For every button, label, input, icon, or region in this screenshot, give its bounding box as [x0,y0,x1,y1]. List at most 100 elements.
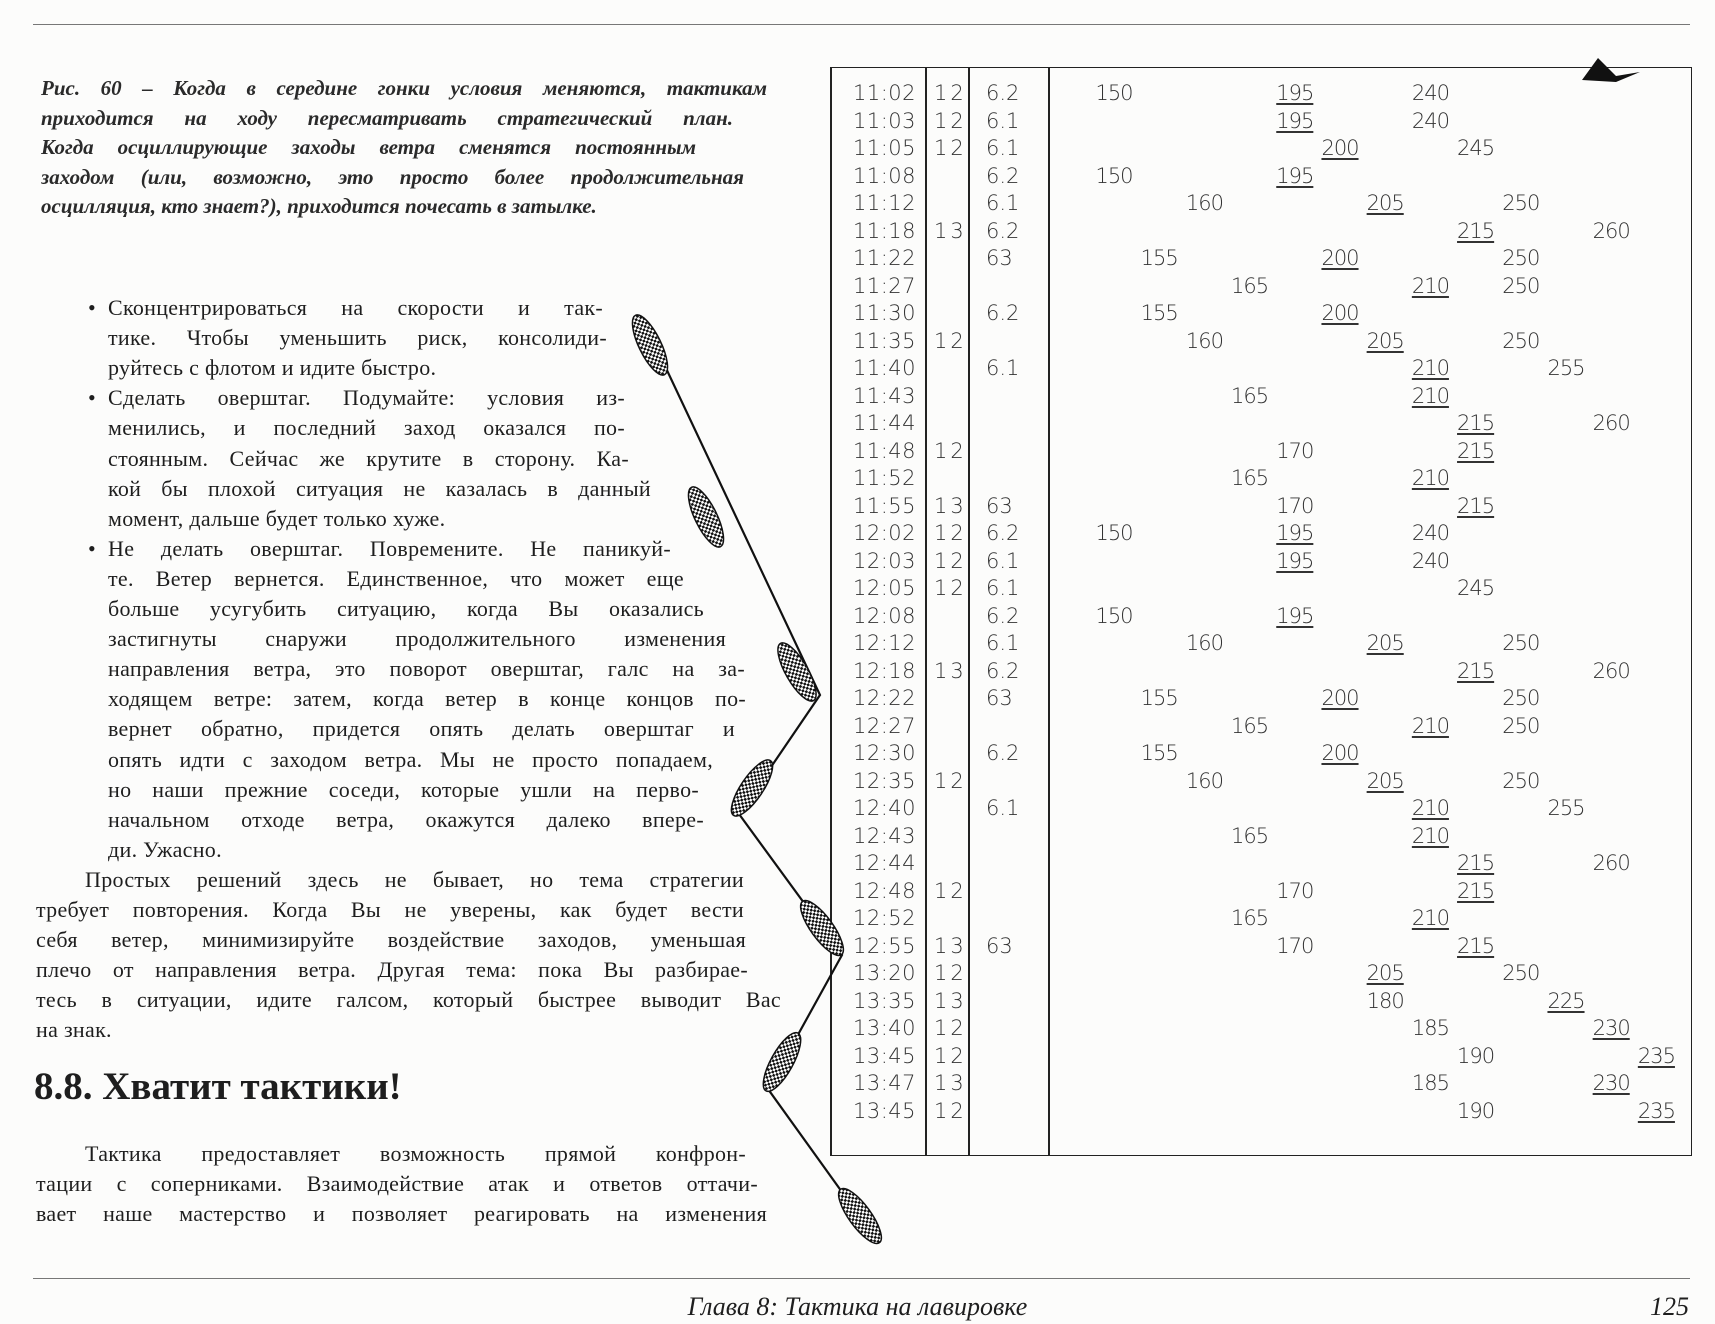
heading-log-table [830,67,1692,1156]
bullet-text-line: руйтесь с флотом и идите быстро. [108,355,437,381]
boat-icon [687,486,725,548]
time-cell: 13:45 [852,1043,916,1068]
body-text-line: на знак. [36,1017,112,1043]
wind-arrow-icon [1582,58,1640,82]
heading-value: 155 [1140,246,1179,270]
wind-cell: 12 [934,108,967,133]
bullet-icon: • [88,295,96,320]
table-divider [968,67,970,1156]
time-cell: 11:35 [852,328,916,353]
time-cell: 13:47 [852,1071,916,1095]
wind-cell: 12 [934,81,967,105]
heading-value: 225 [1547,988,1585,1013]
heading-value: 200 [1321,686,1359,710]
heading-value: 260 [1592,411,1631,435]
time-cell: 12:27 [852,713,916,738]
heading-value: 205 [1366,191,1405,215]
wind-cell: 12 [934,878,967,903]
time-cell: 11:08 [852,163,916,188]
speed-cell: 6.1 [986,356,1020,380]
time-cell: 11:52 [852,466,916,490]
bullet-text-line: Сделать оверштаг. Подумайте: условия из- [108,385,625,411]
heading-value: 215 [1457,493,1495,518]
heading-value: 215 [1457,411,1495,435]
bullet-text-line: стоянным. Сейчас же крутите в сторону. К… [108,445,629,471]
time-cell: 11:55 [852,493,916,518]
body-text-line: Простых решений здесь не бывает, но тема… [85,866,744,892]
heading-value: 195 [1276,548,1314,573]
time-cell: 12:02 [852,521,916,545]
heading-value: 215 [1457,438,1495,463]
bullet-text-line: менились, и последний заход оказался по- [108,415,625,441]
speed-cell: 63 [986,933,1013,958]
figure-caption-line: Когда осциллирующие заходы ветра сменятс… [41,135,696,160]
wind-cell: 13 [934,493,967,518]
heading-value: 245 [1457,576,1495,600]
wind-cell: 12 [934,961,967,985]
heading-value: 200 [1321,741,1359,765]
bullet-text-line: ди. Ужасно. [108,836,222,862]
figure-caption-line: Рис. 60 – Когда в середине гонки условия… [41,76,767,100]
wind-cell: 12 [934,136,967,160]
heading-value: 180 [1366,988,1405,1013]
heading-value: 195 [1276,603,1314,628]
table-divider [925,67,927,1156]
body-text-line: Тактика предоставляет возможность прямой… [85,1141,746,1166]
heading-value: 155 [1140,686,1179,710]
wind-cell: 13 [934,988,967,1013]
heading-value: 240 [1411,548,1450,573]
heading-value: 255 [1547,796,1585,820]
speed-cell: 6.2 [986,658,1020,683]
footer-chapter-title: Глава 8: Тактика на лавировке [687,1292,1028,1321]
bullet-text-line: вернет обратно, придется опять делать ов… [108,716,735,742]
time-cell: 12:43 [852,823,916,848]
time-cell: 12:52 [852,906,916,930]
heading-value: 185 [1411,1016,1450,1040]
heading-value: 230 [1592,1016,1631,1040]
heading-value: 260 [1592,851,1631,875]
wind-cell: 13 [934,933,967,958]
heading-value: 215 [1457,218,1495,243]
heading-value: 195 [1276,108,1314,133]
page-number: 125 [1650,1292,1689,1321]
time-cell: 11:43 [852,383,916,408]
heading-value: 165 [1231,273,1269,298]
heading-value: 250 [1502,191,1540,215]
heading-value: 200 [1321,301,1359,325]
bullet-icon: • [88,535,96,561]
heading-value: 210 [1411,796,1450,820]
bullet-icon: • [88,385,96,411]
boat-icon [762,1031,802,1093]
time-cell: 11:12 [852,191,916,215]
heading-value: 235 [1637,1043,1676,1068]
time-cell: 12:55 [852,933,916,958]
section-heading: 8.8. Хватит тактики! [34,1065,402,1108]
wind-cell: 13 [934,658,967,683]
heading-value: 170 [1276,493,1314,518]
wind-cell: 12 [934,521,967,545]
speed-cell: 6.2 [986,741,1020,765]
time-cell: 12:22 [852,686,916,710]
heading-value: 150 [1095,81,1133,105]
heading-value: 260 [1592,218,1631,243]
bullet-text-line: застигнуты снаружи продолжительного изме… [108,626,726,652]
time-cell: 13:45 [852,1098,916,1123]
time-cell: 12:40 [852,796,916,820]
time-cell: 11:27 [852,273,916,298]
time-cell: 12:44 [852,851,916,875]
speed-cell: 6.1 [986,631,1020,655]
time-cell: 12:18 [852,658,916,683]
heading-value: 230 [1592,1071,1631,1095]
heading-value: 210 [1411,466,1450,490]
boat-icon [777,642,817,702]
heading-value: 150 [1095,603,1133,628]
bullet-text-line: но наши прежние соседи, которые ушли на … [108,776,699,802]
speed-cell: 6.1 [986,796,1020,820]
bullet-text-line: опять идти с заходом ветра. Мы не просто… [108,746,713,772]
time-cell: 11:18 [852,218,916,243]
boat-icon [837,1187,883,1245]
heading-value: 210 [1411,383,1450,408]
heading-value: 250 [1502,768,1540,793]
heading-value: 250 [1502,631,1540,655]
